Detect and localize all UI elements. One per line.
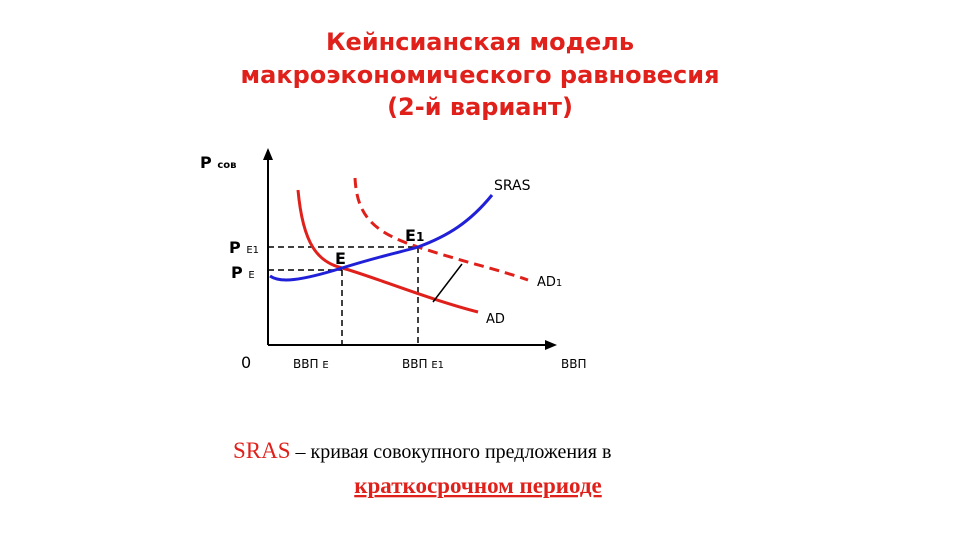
sras-curve (269, 194, 494, 282)
price-label: P E (231, 263, 255, 282)
x-label: ВВП E (293, 357, 329, 371)
ad-label: AD (486, 312, 505, 327)
title-line: макроэкономического равновесия (241, 61, 720, 89)
y-arrow (263, 148, 273, 160)
x-axis-label: ВВП (561, 357, 587, 371)
title-line: (2-й вариант) (387, 93, 573, 121)
point-label: E1 (405, 226, 424, 245)
title-line: Кейнсианская модель (326, 28, 634, 56)
price-label: P E1 (229, 238, 259, 257)
caption: SRAS – кривая совокупного предложения в (233, 438, 611, 463)
y-axis-label: P сов (200, 153, 236, 172)
caption-underlined: краткосрочном периоде (354, 473, 602, 498)
ad1-label: AD1 (537, 275, 562, 290)
x-arrow (545, 340, 557, 350)
shift-line (432, 263, 463, 303)
sras-label: SRAS (494, 178, 531, 194)
origin-label: 0 (241, 353, 251, 372)
guides (268, 246, 419, 345)
point-label: E (335, 249, 346, 268)
x-label: ВВП E1 (402, 357, 444, 371)
